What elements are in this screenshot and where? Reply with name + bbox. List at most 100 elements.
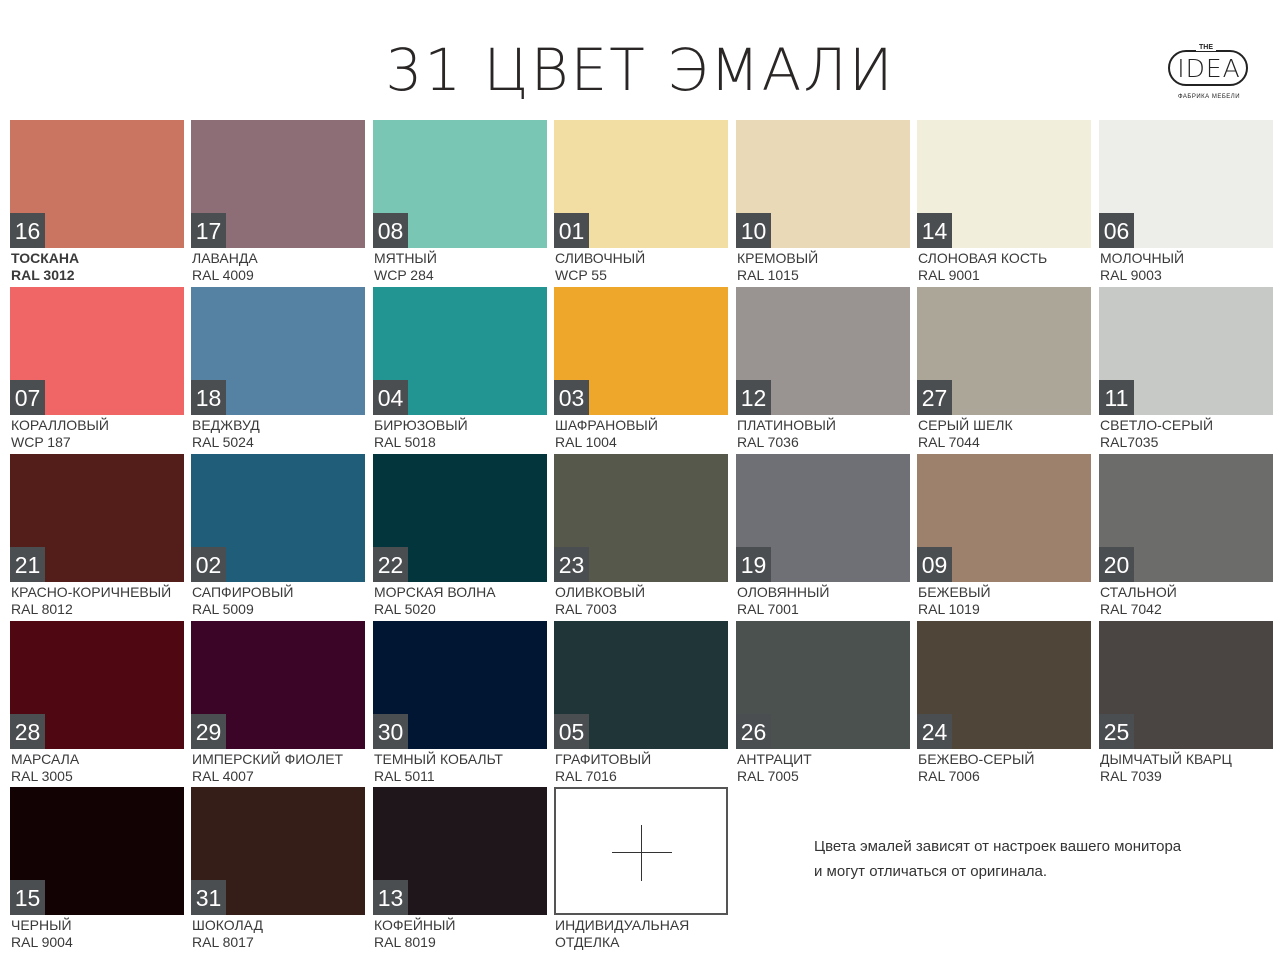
color-card[interactable]: 22 МОРСКАЯ ВОЛНА RAL 5020 <box>373 454 547 619</box>
color-card[interactable]: 18 ВЕДЖВУД RAL 5024 <box>191 287 365 452</box>
color-number-badge: 11 <box>1099 380 1134 415</box>
color-name: ПЛАТИНОВЫЙ <box>737 417 836 433</box>
color-number-badge: 17 <box>191 213 226 248</box>
color-swatch[interactable]: 30 <box>373 621 547 749</box>
color-card[interactable]: 02 САПФИРОВЫЙ RAL 5009 <box>191 454 365 619</box>
color-swatch[interactable]: 09 <box>917 454 1091 582</box>
color-swatch[interactable]: 19 <box>736 454 910 582</box>
color-code: RAL 5020 <box>374 601 436 617</box>
color-code: RAL 4009 <box>192 267 254 283</box>
color-swatch[interactable]: 05 <box>554 621 728 749</box>
color-swatch[interactable]: 04 <box>373 287 547 415</box>
color-number-badge: 13 <box>373 880 408 915</box>
color-swatch[interactable]: 22 <box>373 454 547 582</box>
color-card[interactable]: 03 ШАФРАНОВЫЙ RAL 1004 <box>554 287 728 452</box>
color-name: МЯТНЫЙ <box>374 250 437 266</box>
color-swatch[interactable]: 07 <box>10 287 184 415</box>
color-name: МАРСАЛА <box>11 751 80 767</box>
color-swatch[interactable]: 16 <box>10 120 184 248</box>
color-number-badge: 05 <box>554 714 589 749</box>
color-swatch[interactable]: 20 <box>1099 454 1273 582</box>
color-swatch[interactable]: 14 <box>917 120 1091 248</box>
color-number-badge: 09 <box>917 547 952 582</box>
color-code: WCP 55 <box>555 267 607 283</box>
color-swatch[interactable]: 26 <box>736 621 910 749</box>
custom-finish-card[interactable]: ИНДИВИДУАЛЬНАЯ ОТДЕЛКА <box>554 787 728 952</box>
color-swatch[interactable]: 03 <box>554 287 728 415</box>
color-number-badge: 21 <box>10 547 45 582</box>
color-code: RAL7035 <box>1100 434 1159 450</box>
disclaimer-note: Цвета эмалей зависят от настроек вашего … <box>814 834 1181 884</box>
color-swatch[interactable]: 23 <box>554 454 728 582</box>
color-swatch[interactable]: 21 <box>10 454 184 582</box>
color-number-badge: 30 <box>373 714 408 749</box>
color-card[interactable]: 06 МОЛОЧНЫЙ RAL 9003 <box>1099 120 1273 285</box>
color-code: RAL 7042 <box>1100 601 1162 617</box>
color-swatch[interactable]: 31 <box>191 787 365 915</box>
color-card[interactable]: 24 БЕЖЕВО-СЕРЫЙ RAL 7006 <box>917 621 1091 786</box>
color-card[interactable]: 11 СВЕТЛО-СЕРЫЙ RAL7035 <box>1099 287 1273 452</box>
color-code: WCP 284 <box>374 267 434 283</box>
color-swatch[interactable]: 08 <box>373 120 547 248</box>
color-swatch[interactable]: 28 <box>10 621 184 749</box>
color-card[interactable]: 05 ГРАФИТОВЫЙ RAL 7016 <box>554 621 728 786</box>
color-card[interactable]: 26 АНТРАЦИТ RAL 7005 <box>736 621 910 786</box>
color-name: КРЕМОВЫЙ <box>737 250 819 266</box>
color-card[interactable]: 28 МАРСАЛА RAL 3005 <box>10 621 184 786</box>
color-code: RAL 1019 <box>918 601 980 617</box>
color-card[interactable]: 23 ОЛИВКОВЫЙ RAL 7003 <box>554 454 728 619</box>
disclaimer-line-1: Цвета эмалей зависят от настроек вашего … <box>814 838 1182 855</box>
color-card[interactable]: 29 ИМПЕРСКИЙ ФИОЛЕТ RAL 4007 <box>191 621 365 786</box>
color-number-badge: 14 <box>917 213 952 248</box>
color-card[interactable]: 09 БЕЖЕВЫЙ RAL 1019 <box>917 454 1091 619</box>
color-code: RAL 8012 <box>11 601 73 617</box>
color-card[interactable]: 12 ПЛАТИНОВЫЙ RAL 7036 <box>736 287 910 452</box>
color-swatch[interactable]: 29 <box>191 621 365 749</box>
color-card[interactable]: 27 СЕРЫЙ ШЕЛК RAL 7044 <box>917 287 1091 452</box>
color-card[interactable]: 04 БИРЮЗОВЫЙ RAL 5018 <box>373 287 547 452</box>
color-code: RAL 7044 <box>918 434 980 450</box>
color-code: WCP 187 <box>11 434 71 450</box>
color-card[interactable]: 21 КРАСНО-КОРИЧНЕВЫЙ RAL 8012 <box>10 454 184 619</box>
color-number-badge: 12 <box>736 380 771 415</box>
color-card[interactable]: 14 СЛОНОВАЯ КОСТЬ RAL 9001 <box>917 120 1091 285</box>
color-card[interactable]: 30 ТЕМНЫЙ КОБАЛЬТ RAL 5011 <box>373 621 547 786</box>
color-swatch[interactable]: 27 <box>917 287 1091 415</box>
color-card[interactable]: 08 МЯТНЫЙ WCP 284 <box>373 120 547 285</box>
color-swatch[interactable]: 11 <box>1099 287 1273 415</box>
color-card[interactable]: 25 ДЫМЧАТЫЙ КВАРЦ RAL 7039 <box>1099 621 1273 786</box>
color-swatch[interactable]: 15 <box>10 787 184 915</box>
color-card[interactable]: 20 СТАЛЬНОЙ RAL 7042 <box>1099 454 1273 619</box>
color-card[interactable]: 15 ЧЕРНЫЙ RAL 9004 <box>10 787 184 952</box>
color-card[interactable]: 19 ОЛОВЯННЫЙ RAL 7001 <box>736 454 910 619</box>
color-card[interactable]: 17 ЛАВАНДА RAL 4009 <box>191 120 365 285</box>
color-name: КОРАЛЛОВЫЙ <box>11 417 109 433</box>
color-code: RAL 7016 <box>555 768 617 784</box>
color-card[interactable]: 16 ТОСКАНА RAL 3012 <box>10 120 184 285</box>
color-number-badge: 26 <box>736 714 771 749</box>
color-code: RAL 5018 <box>374 434 436 450</box>
color-code: RAL 7039 <box>1100 768 1162 784</box>
color-card[interactable]: 31 ШОКОЛАД RAL 8017 <box>191 787 365 952</box>
color-name: МОРСКАЯ ВОЛНА <box>374 584 496 600</box>
color-swatch[interactable]: 06 <box>1099 120 1273 248</box>
color-name: ДЫМЧАТЫЙ КВАРЦ <box>1100 751 1232 767</box>
color-swatch[interactable]: 13 <box>373 787 547 915</box>
color-swatch[interactable]: 17 <box>191 120 365 248</box>
color-swatch[interactable]: 25 <box>1099 621 1273 749</box>
color-swatch[interactable]: 12 <box>736 287 910 415</box>
color-card[interactable]: 10 КРЕМОВЫЙ RAL 1015 <box>736 120 910 285</box>
custom-finish-swatch[interactable] <box>554 787 728 915</box>
color-name: ОЛИВКОВЫЙ <box>555 584 646 600</box>
color-card[interactable]: 13 КОФЕЙНЫЙ RAL 8019 <box>373 787 547 952</box>
color-card[interactable]: 07 КОРАЛЛОВЫЙ WCP 187 <box>10 287 184 452</box>
color-code: RAL 7036 <box>737 434 799 450</box>
color-swatch[interactable]: 10 <box>736 120 910 248</box>
color-swatch[interactable]: 01 <box>554 120 728 248</box>
color-swatch[interactable]: 24 <box>917 621 1091 749</box>
color-card[interactable]: 01 СЛИВОЧНЫЙ WCP 55 <box>554 120 728 285</box>
color-swatch[interactable]: 02 <box>191 454 365 582</box>
color-number-badge: 04 <box>373 380 408 415</box>
logo-frame <box>1168 50 1248 86</box>
color-swatch[interactable]: 18 <box>191 287 365 415</box>
